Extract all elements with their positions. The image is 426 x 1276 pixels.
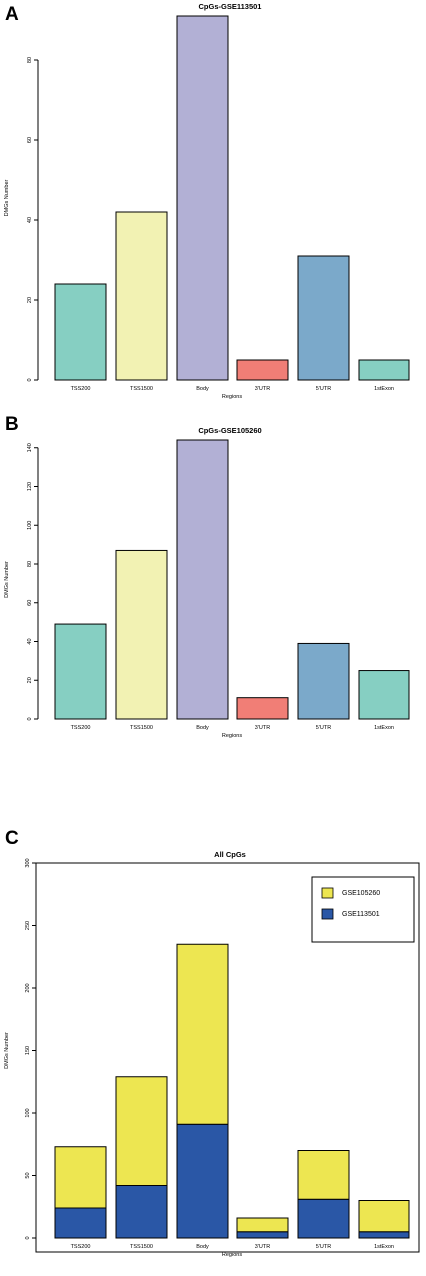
- bar-1: [115, 549, 168, 720]
- bar-gse105260-1: [115, 1076, 168, 1186]
- bar-gse105260-5: [358, 1200, 410, 1233]
- y-axis-label: DMGs Number: [4, 1032, 10, 1069]
- chart-b: CpGs-GSE105260 0 20 40 60 80 100 120 140 DMGs Num…: [4, 426, 410, 739]
- x-tick-label: TSS200: [71, 725, 91, 731]
- x-tick-label: 5'UTR: [316, 1244, 331, 1250]
- panel-letter-a: A: [5, 4, 19, 25]
- chart-c: All CpGs 0 50 100 150 200 250 300 DMGs Number TSS…: [4, 850, 420, 1258]
- x-tick-label: 1stExon: [374, 1244, 394, 1250]
- bar-5: [358, 359, 410, 381]
- x-tick-label: TSS1500: [130, 386, 153, 392]
- bar-0: [54, 623, 107, 720]
- x-axis-label: Regions: [222, 733, 242, 739]
- y-tick-label: 40: [27, 638, 33, 644]
- bar-gse113501-3: [236, 1231, 289, 1239]
- bar-5: [358, 670, 410, 720]
- bar-2: [176, 439, 229, 720]
- bar-gse113501-0: [54, 1207, 107, 1239]
- y-axis-label: DMGs Number: [4, 179, 10, 216]
- y-tick-label: 0: [27, 717, 33, 720]
- chart-title: CpGs-GSE113501: [199, 2, 262, 11]
- chart-title: CpGs-GSE105260: [198, 426, 261, 435]
- x-tick-label: TSS1500: [130, 725, 153, 731]
- bar-3: [236, 697, 289, 720]
- y-axis-label: DMGs Number: [4, 561, 10, 598]
- x-tick-label: Body: [196, 386, 209, 392]
- y-tick-label: 120: [27, 482, 33, 491]
- x-tick-label: TSS1500: [130, 1244, 153, 1250]
- x-tick-label: TSS200: [71, 1244, 91, 1250]
- legend-label-gse113501: GSE113501: [342, 911, 380, 918]
- y-tick-label: 0: [25, 1236, 31, 1239]
- panel-c: C All CpGs 0 50 100 150 200 250 300 DMGs Number T…: [0, 814, 426, 1276]
- x-axis-label: Regions: [222, 394, 242, 400]
- x-tick-label: 3'UTR: [255, 725, 270, 731]
- y-tick-label: 250: [25, 921, 31, 930]
- y-tick-label: 20: [27, 297, 33, 303]
- bar-gse105260-4: [297, 1150, 350, 1200]
- x-tick-label: 1stExon: [374, 725, 394, 731]
- bar-gse105260-0: [54, 1146, 107, 1209]
- x-axis-label: Regions: [222, 1252, 242, 1258]
- y-tick-label: 60: [27, 600, 33, 606]
- chart-a: CpGs-GSE113501 0 20 40 60 80 DMGs Number TSS200…: [4, 2, 410, 400]
- bar-gse113501-1: [115, 1185, 168, 1239]
- panel-b: B CpGs-GSE105260 0 20 40 60 80 100 120 140 DMGs N…: [0, 414, 426, 814]
- y-tick-label: 200: [25, 983, 31, 992]
- bar-gse113501-2: [176, 1123, 229, 1239]
- y-tick-label: 100: [27, 521, 33, 530]
- x-tick-label: 3'UTR: [255, 1244, 270, 1250]
- y-tick-label: 40: [27, 217, 33, 223]
- y-tick-label: 60: [27, 137, 33, 143]
- bar-3: [236, 359, 289, 381]
- y-tick-label: 150: [25, 1046, 31, 1055]
- y-tick-label: 80: [27, 561, 33, 567]
- bar-4: [297, 255, 350, 381]
- x-tick-label: 5'UTR: [316, 386, 331, 392]
- x-tick-label: 3'UTR: [255, 386, 270, 392]
- x-tick-label: Body: [196, 1244, 209, 1250]
- x-tick-label: Body: [196, 725, 209, 731]
- legend-label-gse105260: GSE105260: [342, 890, 380, 897]
- y-tick-label: 100: [25, 1108, 31, 1117]
- chart-title: All CpGs: [214, 850, 246, 859]
- panel-letter-c: C: [5, 828, 19, 849]
- x-tick-label: 1stExon: [374, 386, 394, 392]
- legend-swatch-gse113501: [321, 908, 334, 920]
- bar-gse105260-2: [176, 943, 229, 1125]
- bar-gse113501-4: [297, 1198, 350, 1239]
- bar-gse113501-5: [358, 1231, 410, 1239]
- legend-swatch-gse105260: [321, 887, 334, 899]
- bar-2: [176, 15, 229, 381]
- panel-letter-b: B: [5, 414, 19, 435]
- bar-gse105260-3: [236, 1217, 289, 1233]
- panel-a: A CpGs-GSE113501 0 20 40 60 80 DMGs Number TSS2…: [0, 0, 426, 414]
- bar-1: [115, 211, 168, 381]
- x-tick-label: TSS200: [71, 386, 91, 392]
- x-tick-label: 5'UTR: [316, 725, 331, 731]
- y-tick-label: 80: [27, 57, 33, 63]
- bar-4: [297, 642, 350, 720]
- y-tick-label: 140: [27, 443, 33, 452]
- bar-0: [54, 283, 107, 381]
- y-tick-label: 0: [27, 378, 33, 381]
- y-tick-label: 20: [27, 677, 33, 683]
- y-tick-label: 300: [25, 858, 31, 867]
- y-tick-label: 50: [25, 1172, 31, 1178]
